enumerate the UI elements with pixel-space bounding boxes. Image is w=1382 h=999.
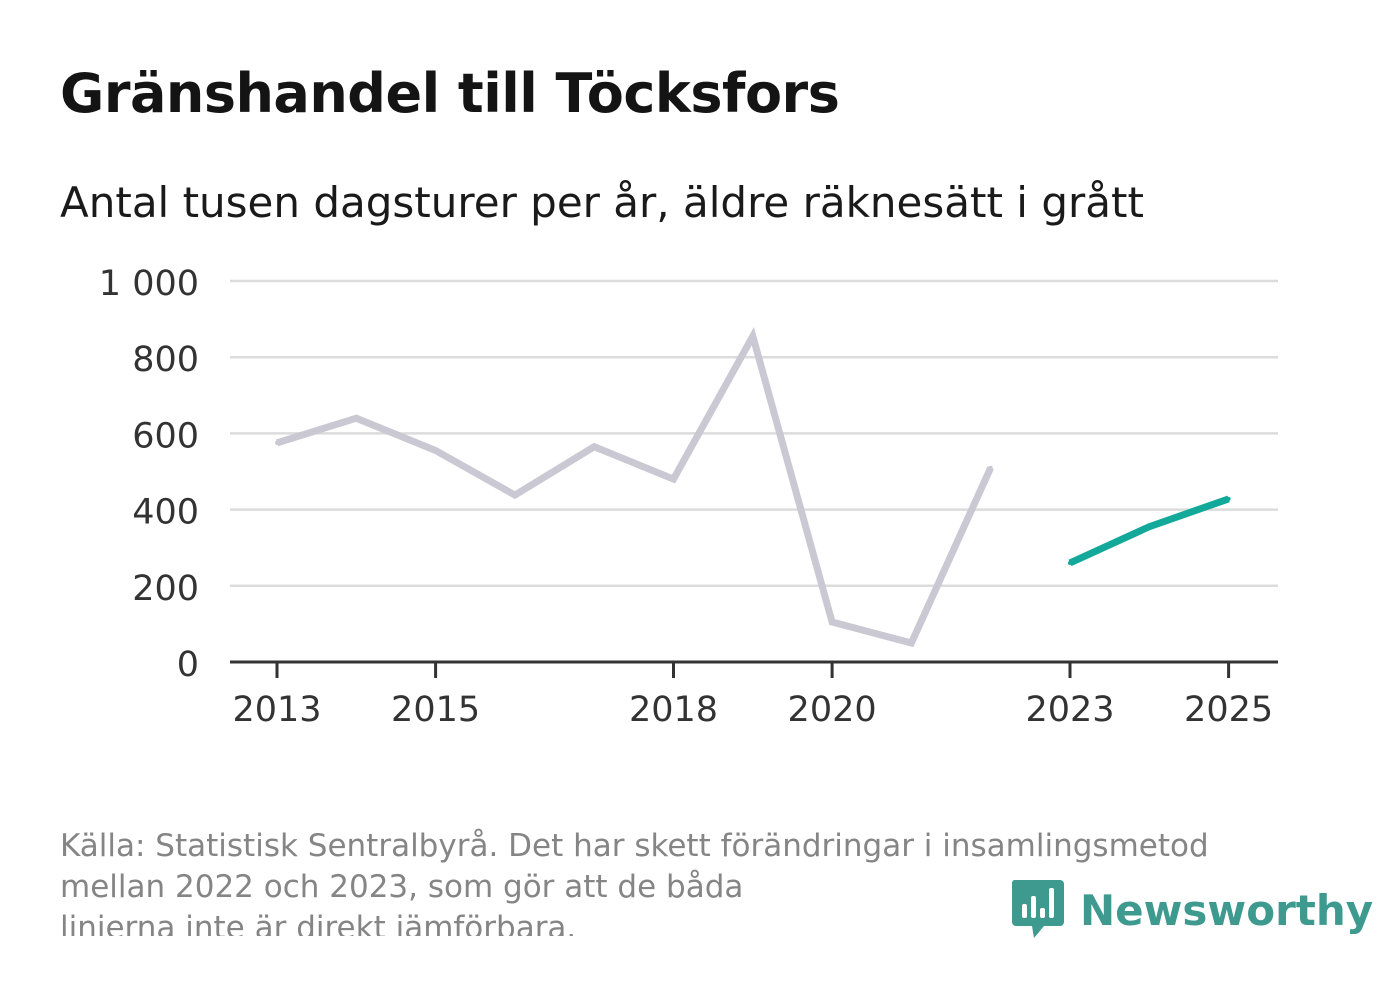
source-note: Källa: Statistisk Sentralbyrå. Det har s…: [60, 826, 1260, 936]
y-tick-label: 800: [132, 340, 199, 380]
x-tick-label: 2013: [232, 690, 321, 730]
y-tick-label: 1 000: [99, 264, 199, 304]
data-point: [1068, 560, 1072, 565]
x-tick-label: 2023: [1025, 690, 1114, 730]
data-point: [433, 448, 438, 453]
brand-logo: Newsworthy: [1010, 878, 1373, 942]
series-line-older-method: [275, 327, 994, 648]
data-point: [1226, 496, 1231, 501]
data-point: [909, 640, 914, 645]
y-tick-label: 400: [132, 493, 199, 533]
source-line-1: Källa: Statistisk Sentralbyrå. Det har s…: [60, 828, 1209, 864]
data-point: [512, 493, 517, 498]
chart-subtitle: Antal tusen dagsturer per år, äldre räkn…: [60, 178, 1144, 227]
series: [275, 327, 1231, 648]
bar-chart-speech-bubble-icon: [1011, 880, 1064, 938]
data-point: [671, 477, 676, 482]
x-tick-label: 2025: [1184, 690, 1273, 730]
x-tick-label: 2020: [788, 690, 877, 730]
y-tick-label: 200: [132, 569, 199, 609]
y-axis-labels: 0 200 400 600 800 1 000: [99, 264, 199, 685]
chart-title: Gränshandel till Töcksfors: [60, 62, 840, 125]
x-axis: 2013 2015 2018 2020 2023 2025: [230, 660, 1278, 730]
source-line-3: linjerna inte är direkt jämförbara.: [60, 910, 577, 936]
data-point: [830, 619, 835, 624]
data-point: [750, 334, 755, 339]
y-tick-label: 0: [177, 645, 199, 685]
x-tick-label: 2015: [391, 690, 480, 730]
x-tick-label: 2018: [629, 690, 718, 730]
source-line-2: mellan 2022 och 2023, som gör att de båd…: [60, 869, 744, 905]
brand-name: Newsworthy: [1080, 885, 1374, 935]
data-point: [354, 416, 359, 421]
data-point: [988, 465, 993, 470]
data-point: [592, 444, 597, 449]
y-tick-label: 600: [132, 416, 199, 456]
data-point: [275, 440, 279, 445]
gridlines: [230, 279, 1278, 588]
data-point: [1147, 524, 1152, 529]
